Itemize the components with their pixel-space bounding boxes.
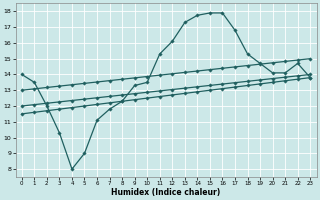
X-axis label: Humidex (Indice chaleur): Humidex (Indice chaleur) (111, 188, 221, 197)
